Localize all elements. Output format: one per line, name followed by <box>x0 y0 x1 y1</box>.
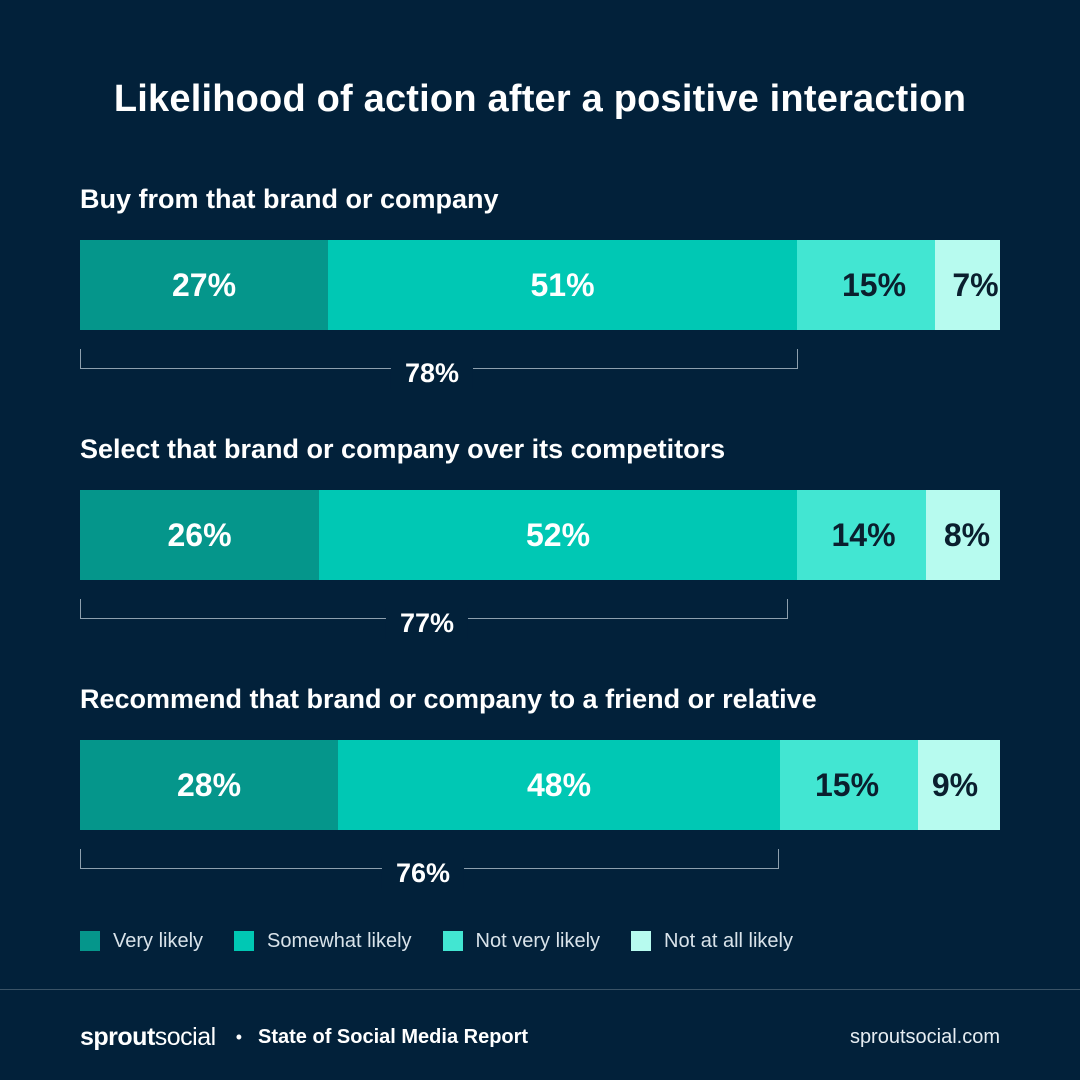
data-label: 26% <box>167 516 232 553</box>
data-label: 48% <box>526 766 592 803</box>
legend-item-not-at-all-likely: Not at all likely <box>631 930 793 953</box>
website-link[interactable]: sproutsocial.com <box>849 1025 1000 1048</box>
bar-group: Select that brand or company over its co… <box>80 430 1000 640</box>
data-label: 15% <box>841 266 907 303</box>
logo-bold-text: sprout <box>80 1022 155 1051</box>
bar-segment-very-likely: 27% <box>80 240 328 330</box>
bar-segment-not-very-likely: 15% <box>780 740 918 830</box>
data-label: 7% <box>952 266 999 303</box>
bar-segment-somewhat-likely: 51% <box>328 240 797 330</box>
legend-label: Very likely <box>113 929 204 952</box>
legend-item-not-very-likely: Not very likely <box>442 929 601 953</box>
legend-label: Somewhat likely <box>267 929 412 952</box>
category-label: Recommend that brand or company to a fri… <box>80 684 817 714</box>
report-name: State of Social Media Report <box>258 1025 529 1048</box>
total-label: 78% <box>390 358 474 389</box>
bar-segment-very-likely: 28% <box>80 740 338 830</box>
category-label: Buy from that brand or company <box>80 184 499 214</box>
stacked-bar: 27% 51% 15% 7% <box>80 240 1000 330</box>
legend-swatch <box>442 931 463 951</box>
footer: sproutsocial • State of Social Media Rep… <box>80 1020 1000 1054</box>
bar-segment-somewhat-likely: 52% <box>319 490 797 580</box>
bar-segment-not-at-all-likely: 7% <box>935 240 1000 330</box>
bar-group: Recommend that brand or company to a fri… <box>80 680 1000 890</box>
legend-label: Not at all likely <box>664 929 793 952</box>
data-label: 9% <box>931 766 979 803</box>
data-label: 27% <box>171 266 237 303</box>
legend-item-somewhat-likely: Somewhat likely <box>234 930 412 953</box>
sprout-social-logo: sproutsocial <box>80 1023 216 1052</box>
bar-group: Buy from that brand or company 27% 51% 15% 7… <box>80 180 1000 390</box>
stacked-bar: 26% 52% 14% 8% <box>80 490 1000 580</box>
total-label: 77% <box>385 608 469 639</box>
bar-segment-not-very-likely: 15% <box>797 240 935 330</box>
data-label: 15% <box>814 766 880 803</box>
data-label: 28% <box>176 766 242 803</box>
data-label: 52% <box>525 516 591 553</box>
footer-separator: • <box>235 1026 243 1047</box>
stacked-bar: 28% 48% 15% 9% <box>80 740 1000 830</box>
data-label: 8% <box>943 516 991 553</box>
legend-swatch <box>80 931 100 951</box>
data-label: 14% <box>831 516 896 553</box>
legend-item-very-likely: Very likely <box>80 930 203 953</box>
legend-swatch <box>234 931 255 951</box>
legend: Very likely Somewhat likely Not very likel… <box>80 928 824 954</box>
data-label: 51% <box>530 266 595 303</box>
bar-segment-not-at-all-likely: 9% <box>918 740 1000 830</box>
logo-regular-text: social <box>154 1022 216 1051</box>
bar-segment-very-likely: 26% <box>80 490 319 580</box>
footer-divider <box>0 989 1080 990</box>
bar-segment-somewhat-likely: 48% <box>338 740 780 830</box>
legend-label: Not very likely <box>475 929 601 952</box>
chart-title: Likelihood of action after a positive in… <box>113 78 967 120</box>
bar-segment-not-at-all-likely: 8% <box>926 490 1000 580</box>
category-label: Select that brand or company over its co… <box>80 434 726 464</box>
bar-segment-not-very-likely: 14% <box>797 490 926 580</box>
legend-swatch <box>631 931 652 951</box>
total-label: 76% <box>381 858 465 889</box>
